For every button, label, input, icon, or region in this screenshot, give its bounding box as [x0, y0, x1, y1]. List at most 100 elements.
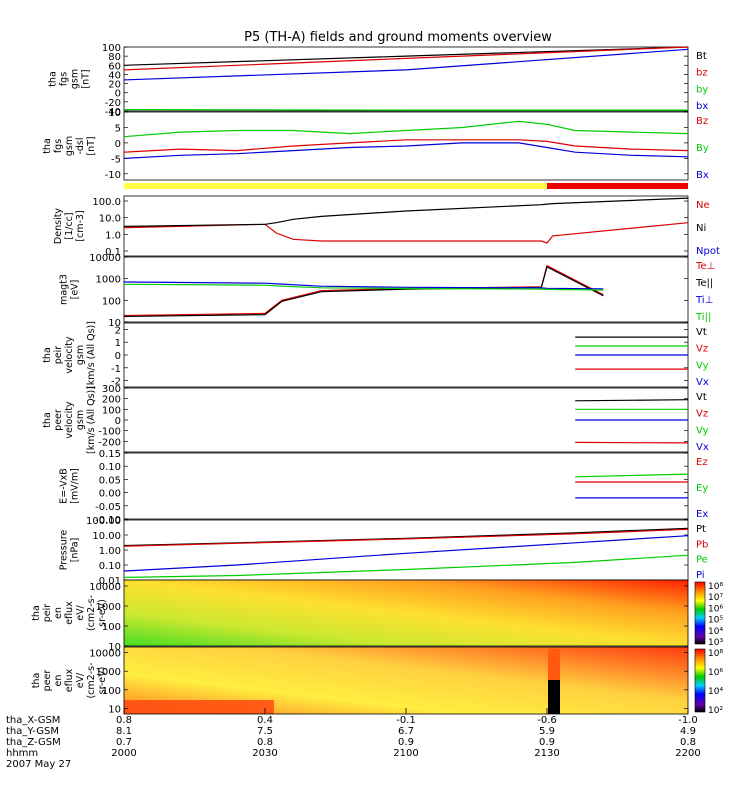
colorbar-peir_spec	[694, 581, 706, 645]
y-axis-label-line: sr-eV)	[97, 599, 108, 627]
legend-entry-Ti||: Ti||	[695, 312, 711, 323]
y-axis-label-line: tha	[42, 138, 53, 154]
y-tick-label: -5	[111, 154, 121, 165]
y-tick-label: 10	[108, 108, 121, 119]
y-axis-label-line: eflux	[64, 668, 75, 692]
y-tick-label: 10	[108, 318, 121, 329]
y-tick-label: 0	[115, 416, 121, 427]
y-axis-label-line: gsm	[75, 345, 86, 365]
series-line-By	[123, 120, 689, 138]
legend-entry-Ti⊥: Ti⊥	[695, 295, 713, 306]
x-date-label: 2007 May 27	[6, 759, 71, 770]
y-axis-label-line: E=-VxB	[59, 468, 70, 503]
legend-entry-Vz: Vz	[696, 409, 708, 420]
y-tick-label: 10	[108, 642, 121, 653]
x-tick-value: 0.8	[257, 737, 273, 748]
y-tick-label: 10000	[89, 649, 121, 660]
y-tick-label: 2	[115, 325, 121, 336]
x-row-label-1: tha_Y-GSM	[6, 726, 59, 737]
y-axis-label-line: (cm2-s-	[86, 595, 97, 631]
panel-temp: 10000 1000 100 10 magt3 [eV] Te⊥ Te|| Ti⊥ Ti||	[59, 253, 716, 329]
y-axis-label-line: peer	[53, 409, 64, 431]
legend-entry-bx: bx	[696, 101, 708, 112]
y-axis-label-line: tha	[31, 673, 42, 689]
panel-frame	[123, 579, 689, 647]
y-tick-label: 0.05	[99, 475, 121, 486]
y-tick-label: 0	[115, 351, 121, 362]
y-tick-label: 100	[102, 296, 121, 307]
y-tick-label: 100	[102, 622, 121, 633]
panel-peer_spec: 10⁸ 10⁶ 10⁴ 10² 10000 1000 100 10 tha peer en eflux…	[31, 646, 723, 716]
series-line-Pt	[123, 527, 689, 547]
x-tick-value: 0.4	[257, 715, 273, 726]
y-axis-label-line: tha	[31, 605, 42, 621]
series-line-Ti⊥	[123, 281, 604, 290]
y-tick-label: 100	[102, 405, 121, 416]
y-tick-label: 0.15	[99, 449, 121, 460]
y-tick-label: 5	[115, 123, 121, 134]
legend-entry-Pt: Pt	[696, 524, 706, 535]
y-tick-label: 10000	[89, 253, 121, 264]
legend-entry-Te⊥: Te⊥	[695, 261, 715, 272]
y-axis-label-line: Density	[53, 208, 64, 244]
y-axis-label-line: en	[53, 607, 64, 619]
legend-entry-Pi: Pi	[696, 570, 705, 581]
y-axis-label-line: [nT]	[81, 69, 92, 88]
series-line-Pi	[123, 535, 689, 572]
series-line-Vz	[575, 441, 689, 444]
y-tick-label: 0.01	[99, 576, 121, 587]
y-axis-label-line: gsm	[70, 69, 81, 89]
y-tick-label: 1	[115, 338, 121, 349]
panel-pressure: 100.00 10.00 1.00 0.10 0.01 Pressure [nPa] Pt Pb…	[59, 516, 709, 587]
series-line-Te||	[123, 266, 604, 318]
series-line-Ne	[123, 222, 689, 244]
y-tick-label: 100	[102, 686, 121, 697]
series-line-Vt	[575, 399, 689, 402]
y-axis-label-line: tha	[48, 71, 59, 87]
colorbar-tick-label: 10⁸	[708, 649, 723, 659]
y-axis-label-line: peer	[42, 670, 53, 692]
y-axis-label-line: en	[53, 675, 64, 687]
y-axis-label-line: peir	[42, 604, 53, 623]
y-tick-label: -1	[111, 364, 121, 375]
series-line-Bt	[123, 46, 689, 66]
colorbar-peer_spec	[694, 648, 706, 713]
series-line-Bx	[123, 142, 689, 159]
x-tick-value: -1.0	[678, 715, 698, 726]
legend-entry-Vt: Vt	[696, 327, 707, 338]
legend-entry-by: by	[696, 84, 708, 95]
legend-entry-Vx: Vx	[696, 377, 709, 388]
y-tick-label: 10000	[89, 582, 121, 593]
y-axis-label-line: [1/cc]	[64, 212, 75, 239]
colorbar-tick-label: 10⁴	[708, 687, 723, 697]
colorbar-tick-label: 10⁴	[708, 627, 723, 637]
legend-entry-By: By	[696, 143, 709, 154]
y-axis-label-line: fgs	[59, 72, 70, 86]
y-tick-label: -20	[105, 98, 121, 109]
panel-frame	[123, 519, 689, 581]
panel-frame	[123, 256, 689, 323]
legend-entry-Bt: Bt	[696, 51, 707, 62]
y-axis-label-line: peir	[53, 346, 64, 365]
x-row-label-0: tha_X-GSM	[6, 715, 60, 726]
series-line-bx	[123, 48, 689, 81]
y-axis-label-line: tha	[42, 412, 53, 428]
series-line-Pe	[123, 554, 689, 578]
colorbar-tick-label: 10⁶	[708, 668, 723, 678]
y-tick-label: 1000	[96, 667, 121, 678]
mode-bar-segment-1	[547, 183, 688, 189]
y-axis-label-line: eflux	[64, 601, 75, 625]
legend-entry-Bx: Bx	[696, 170, 709, 181]
x-tick-value: -0.6	[537, 715, 557, 726]
x-tick-value: 0.8	[680, 737, 696, 748]
y-tick-label: 10.0	[99, 214, 121, 225]
legend-entry-Vt: Vt	[696, 392, 707, 403]
colorbar-tick-label: 10³	[708, 638, 723, 648]
y-tick-label: 100.0	[92, 197, 121, 208]
colorbar-tick-label: 10⁶	[708, 604, 723, 614]
legend-entry-Ni: Ni	[696, 223, 706, 234]
